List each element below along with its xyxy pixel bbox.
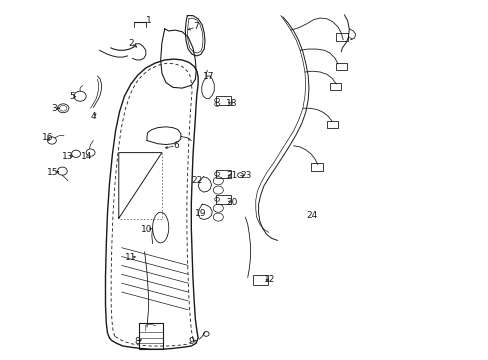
Text: 19: 19 xyxy=(195,208,206,217)
Text: 10: 10 xyxy=(141,225,152,234)
Text: 12: 12 xyxy=(263,275,275,284)
Bar xyxy=(335,63,346,70)
Bar xyxy=(139,323,163,350)
Text: 8: 8 xyxy=(134,337,140,346)
Text: 13: 13 xyxy=(62,152,74,161)
Text: 24: 24 xyxy=(306,211,317,220)
Text: 3: 3 xyxy=(51,104,57,113)
Text: 20: 20 xyxy=(225,198,237,207)
Text: 21: 21 xyxy=(225,171,237,180)
Text: 23: 23 xyxy=(240,171,252,180)
Bar xyxy=(216,170,230,179)
Text: 17: 17 xyxy=(203,72,214,81)
Text: 9: 9 xyxy=(188,337,194,346)
Text: 14: 14 xyxy=(81,152,92,161)
Bar xyxy=(336,33,347,41)
Text: 6: 6 xyxy=(173,141,179,150)
Bar xyxy=(216,195,230,204)
Text: 18: 18 xyxy=(225,99,237,108)
Bar xyxy=(252,275,268,285)
Text: 15: 15 xyxy=(47,168,59,177)
Text: 7: 7 xyxy=(193,22,199,31)
Text: 22: 22 xyxy=(191,176,202,185)
Bar xyxy=(329,83,340,90)
Bar xyxy=(311,163,322,171)
Text: 2: 2 xyxy=(128,39,133,48)
Text: 4: 4 xyxy=(90,112,96,121)
Text: 11: 11 xyxy=(125,253,136,262)
Text: 5: 5 xyxy=(69,92,75,101)
Bar xyxy=(326,121,337,128)
Text: 16: 16 xyxy=(42,133,54,142)
Text: 1: 1 xyxy=(145,16,151,25)
Bar xyxy=(216,96,230,105)
